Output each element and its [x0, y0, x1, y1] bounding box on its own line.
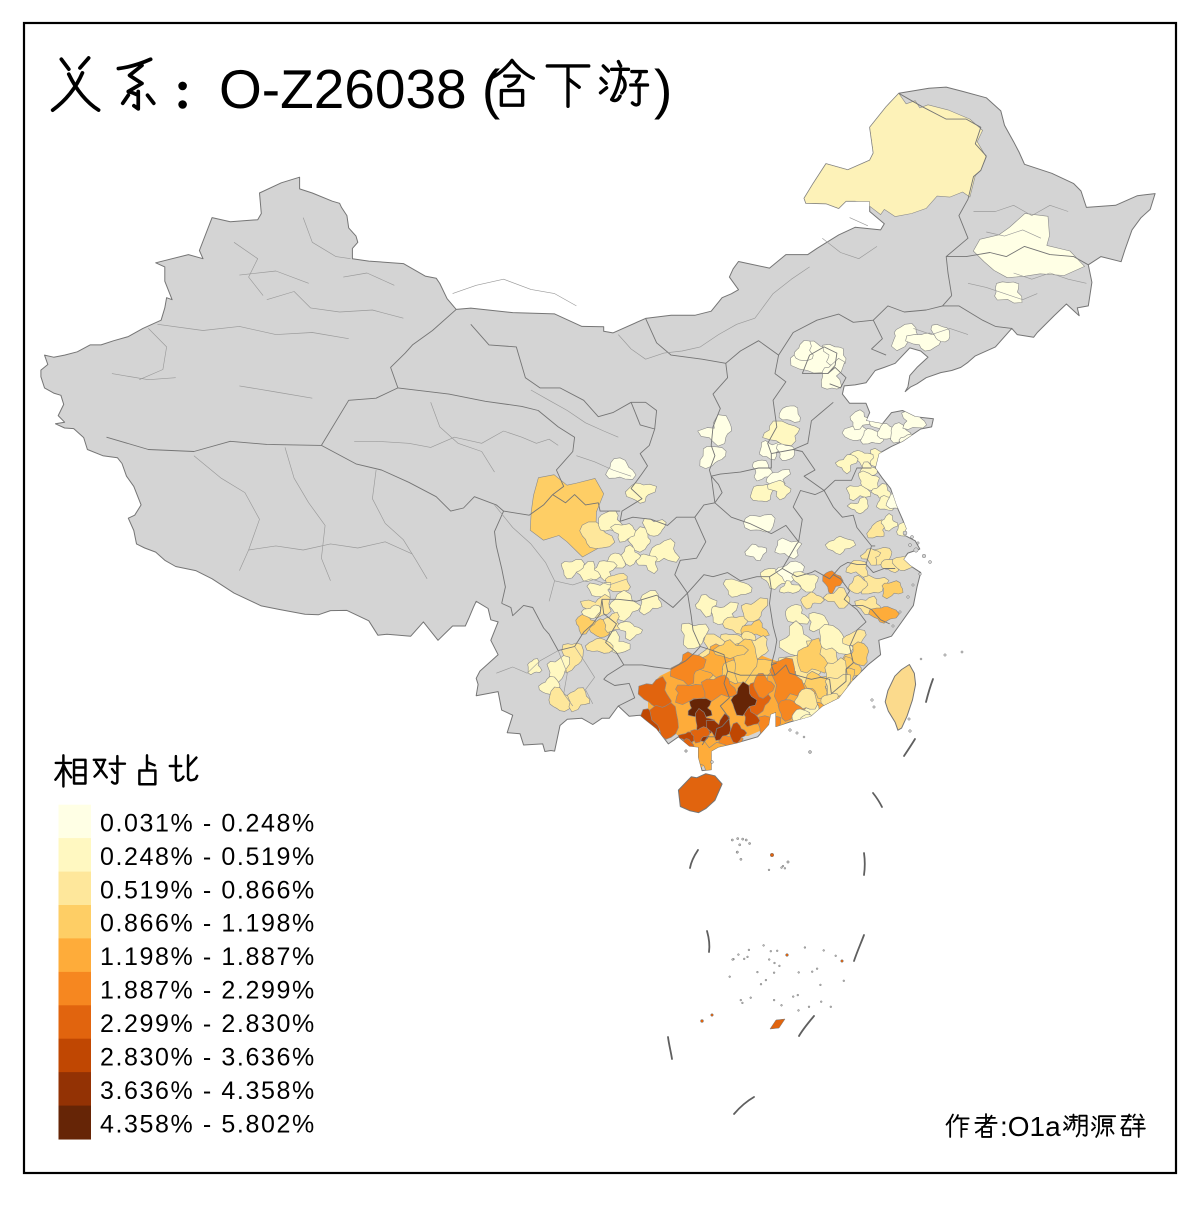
svg-text::O1a: :O1a: [1000, 1111, 1061, 1142]
svg-text:1.887% - 2.299%: 1.887% - 2.299%: [100, 977, 316, 1005]
svg-text:): ): [654, 58, 672, 120]
svg-text:2.830% - 3.636%: 2.830% - 3.636%: [100, 1043, 316, 1071]
svg-text:3.636% - 4.358%: 3.636% - 4.358%: [100, 1077, 316, 1105]
svg-text:0.866% - 1.198%: 0.866% - 1.198%: [100, 910, 316, 938]
svg-text:1.198% - 1.887%: 1.198% - 1.887%: [100, 943, 316, 971]
svg-text:0.519% - 0.866%: 0.519% - 0.866%: [100, 876, 316, 904]
svg-text:O-Z26038 (: O-Z26038 (: [219, 58, 500, 120]
svg-text:4.358% - 5.802%: 4.358% - 5.802%: [100, 1110, 316, 1138]
svg-text:2.299% - 2.830%: 2.299% - 2.830%: [100, 1010, 316, 1038]
svg-text:0.248% - 0.519%: 0.248% - 0.519%: [100, 843, 316, 871]
svg-text:0.031% - 0.248%: 0.031% - 0.248%: [100, 809, 316, 837]
